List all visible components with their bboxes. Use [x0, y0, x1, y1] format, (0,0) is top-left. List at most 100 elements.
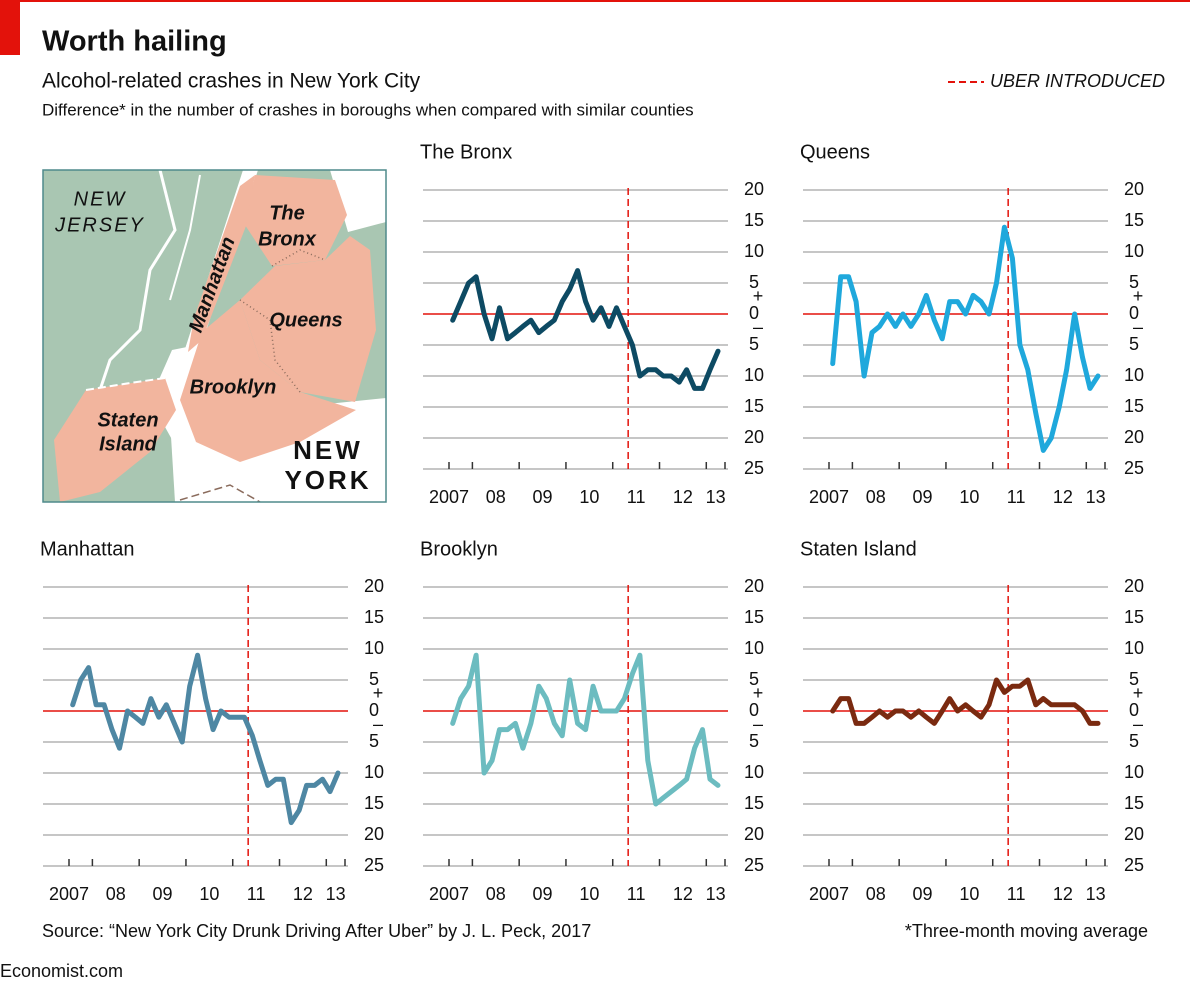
y-tick-label: 20 [364, 824, 384, 844]
y-tick-label: 25 [744, 855, 764, 875]
y-tick-label: 10 [1124, 762, 1144, 782]
map-label: Island [99, 433, 158, 455]
data-line [830, 224, 1101, 453]
x-tick-label: 08 [486, 487, 506, 507]
grid [423, 189, 728, 470]
y-tick-label: 15 [364, 793, 384, 813]
y-tick-label: 5 [369, 731, 379, 751]
y-tick-label: 5 [749, 272, 759, 292]
map-label: NEW [74, 188, 127, 210]
source: Source: “New York City Drunk Driving Aft… [42, 921, 591, 941]
y-tick-label: 25 [1124, 458, 1144, 478]
sign-label: – [1133, 317, 1143, 337]
grid [803, 586, 1108, 867]
y-tick-label: 15 [364, 607, 384, 627]
y-tick-label: 0 [1129, 700, 1139, 720]
x-tick-label: 13 [1086, 884, 1106, 904]
borough-border [239, 299, 301, 393]
y-tick-label: 25 [744, 458, 764, 478]
y-tick-label: 10 [1124, 241, 1144, 261]
grid [43, 586, 348, 867]
x-tick-label: 10 [959, 884, 979, 904]
legend-label: UBER INTRODUCED [990, 71, 1165, 91]
y-tick-label: 5 [1129, 669, 1139, 689]
x-tick-label: 10 [579, 884, 599, 904]
y-tick-label: 20 [1124, 576, 1144, 596]
y-tick-label: 5 [1129, 731, 1139, 751]
state-border [85, 377, 166, 391]
map-label: JERSEY [54, 214, 145, 236]
y-tick-label: 5 [1129, 272, 1139, 292]
x-tick-label: 09 [913, 487, 933, 507]
note: *Three-month moving average [905, 921, 1148, 941]
x-tick-label: 08 [866, 884, 886, 904]
panel-title: Brooklyn [420, 538, 498, 560]
manhattan-area [188, 175, 255, 352]
data-line [830, 677, 1101, 726]
y-tick-label: 10 [1124, 638, 1144, 658]
data-line [450, 268, 721, 391]
x-tick-label: 11 [1007, 487, 1026, 507]
y-tick-label: 10 [744, 638, 764, 658]
y-tick-label: 20 [1124, 427, 1144, 447]
grid [423, 586, 728, 867]
y-tick-label: 15 [1124, 396, 1144, 416]
y-tick-label: 5 [749, 731, 759, 751]
x-tick-label: 12 [673, 884, 693, 904]
x-tick-label: 11 [627, 884, 646, 904]
river [169, 174, 201, 301]
x-tick-label: 10 [579, 487, 599, 507]
y-tick-label: 10 [1124, 365, 1144, 385]
x-tick-label: 10 [199, 884, 219, 904]
y-tick-label: 25 [1124, 855, 1144, 875]
x-tick-label: 09 [153, 884, 173, 904]
x-tick-label: 11 [627, 487, 646, 507]
map-frame [42, 169, 387, 503]
y-tick-label: 10 [744, 762, 764, 782]
x-tick-label: 13 [706, 487, 726, 507]
grid [803, 189, 1108, 470]
y-tick-label: 20 [744, 427, 764, 447]
panel-title: The Bronx [420, 141, 512, 163]
data-line [450, 652, 721, 807]
map-label: The [269, 202, 305, 224]
map-label: Queens [269, 309, 342, 331]
title: Worth hailing [42, 26, 227, 58]
y-tick-label: 20 [1124, 824, 1144, 844]
y-tick-label: 5 [369, 669, 379, 689]
x-tick-label: 08 [486, 884, 506, 904]
sign-label: – [753, 317, 763, 337]
y-tick-label: 20 [744, 179, 764, 199]
sign-label: + [1133, 683, 1144, 703]
x-tick-label: 09 [913, 884, 933, 904]
y-tick-label: 0 [749, 303, 759, 323]
y-tick-label: 0 [1129, 303, 1139, 323]
panel: Manhattan 20 15 10 5 0 5 10 15 20 25 + – 2007 08 09 10 11… [40, 538, 384, 903]
panel: Queens 20 15 10 5 0 5 10 15 20 25 + – 2007 08 09 10 11 12 1… [800, 141, 1144, 506]
sign-label: – [373, 714, 383, 734]
x-tick-label: 2007 [809, 884, 849, 904]
x-tick-label: 2007 [49, 884, 89, 904]
sign-label: + [373, 683, 384, 703]
x-tick-label: 09 [533, 487, 553, 507]
panel-title: Queens [800, 141, 870, 163]
y-tick-label: 15 [744, 210, 764, 230]
subtitle: Alcohol-related crashes in New York City [42, 70, 421, 93]
x-tick-label: 11 [247, 884, 266, 904]
red-tag [0, 0, 20, 55]
y-tick-label: 20 [364, 576, 384, 596]
panel: The Bronx 20 15 10 5 0 5 10 15 20 25 + – 2007 08 09 10 11… [420, 141, 764, 506]
x-tick-label: 11 [1007, 884, 1026, 904]
y-tick-label: 20 [1124, 179, 1144, 199]
y-tick-label: 0 [369, 700, 379, 720]
x-tick-label: 08 [106, 884, 126, 904]
brooklyn-area [180, 300, 356, 462]
map-label: YORK [284, 465, 371, 495]
map-label: Bronx [258, 228, 317, 250]
x-tick-label: 2007 [429, 884, 469, 904]
y-tick-label: 15 [744, 607, 764, 627]
y-tick-label: 15 [744, 396, 764, 416]
description: Difference* in the number of crashes in … [42, 100, 694, 119]
